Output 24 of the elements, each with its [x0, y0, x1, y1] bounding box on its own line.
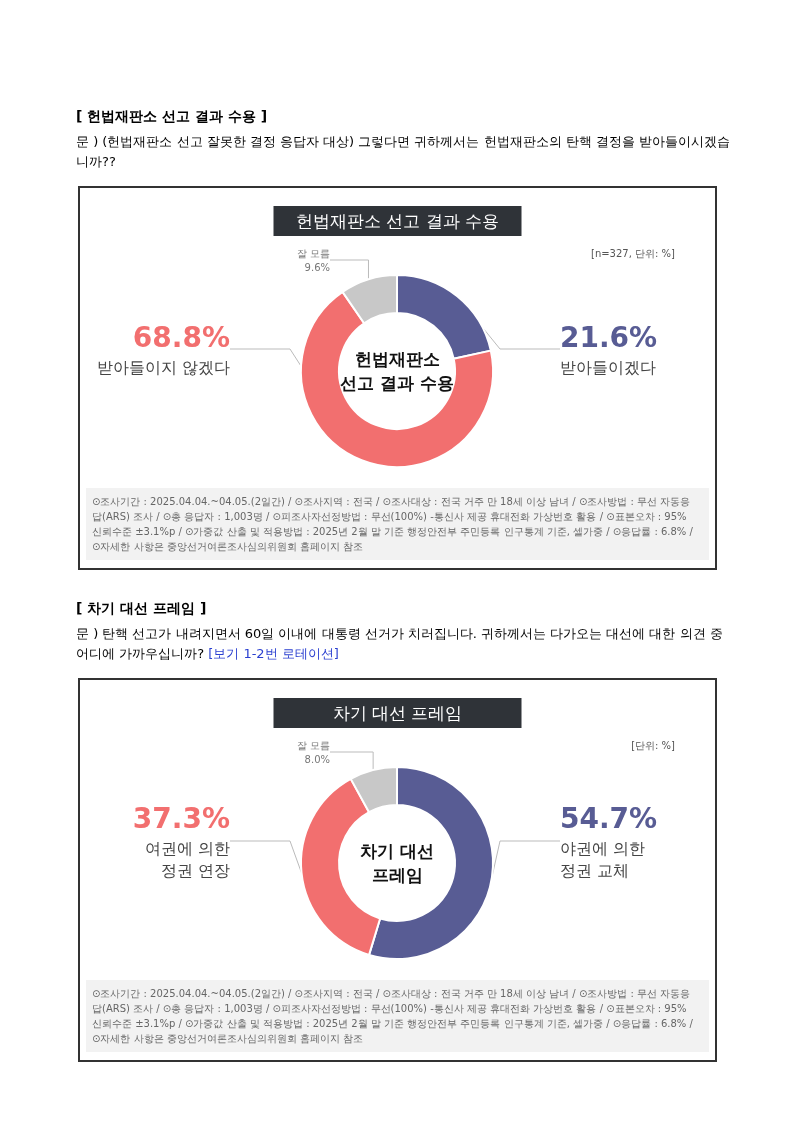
slice-label: 받아들이지 않겠다	[96, 357, 230, 377]
slice-label: 받아들이겠다	[560, 357, 656, 377]
text: [단위: %]	[631, 739, 676, 751]
text: 차기 대선 프레임	[332, 703, 463, 723]
chart-subtitle: 문 ) (헌법재판소 선고 잘못한 결정 응답자 대상) 그렇다면 귀하께서는 헌법재판소의 탄핵 결정을 받아들이시겠습니까??	[76, 133, 731, 171]
text: ⊙조사기간 : 2025.04.04.~04.05.(2일간) / ⊙조사지역 : 전국 / ⊙조사대상 : 전국 거주 만 18세 이상 남녀 / ⊙조사방법 : 무선 자동응답(ARS) 조사 / ⊙총 응답자 : 1,003명 / ⊙피조사자선정방법 : 무선(100%) -통신사 제공 휴대전화 가상번호 활용 / ⊙표본오차 : 95% 신뢰수준 ±3.1%p / ⊙가중값 산출 및 적용방법 : 2025년 2월 말 기준 행정안전부 주민등록 인구통계 기준, 셀가중 / ⊙응답률 : 6.8% / ⊙자세한 사항은 중앙선거여론조사심의위원회 홈페이지 참조	[92, 988, 697, 1044]
text: [n=327, 단위: %]	[590, 247, 676, 259]
slice-label: 여권에 의한 정권 연장	[144, 838, 230, 880]
chart-title: [ 차기 대선 프레임 ]	[76, 600, 208, 618]
data-label: 9.6%	[304, 261, 330, 273]
chart-title: [ 헌법재판소 선고 결과 수용 ]	[76, 108, 269, 126]
data-label: 8.0%	[304, 753, 330, 765]
slice-label: 잘 모름	[296, 247, 330, 259]
text: 헌법재판소 선고 결과 수용	[295, 211, 500, 231]
slice-label: 야권에 의한 정권 교체	[560, 838, 646, 880]
data-label: 37.3%	[132, 801, 230, 835]
data-label: 21.6%	[560, 320, 658, 354]
data-label: 54.7%	[560, 801, 658, 835]
text: ⊙조사기간 : 2025.04.04.~04.05.(2일간) / ⊙조사지역 : 전국 / ⊙조사대상 : 전국 거주 만 18세 이상 남녀 / ⊙조사방법 : 무선 자동응답(ARS) 조사 / ⊙총 응답자 : 1,003명 / ⊙피조사자선정방법 : 무선(100%) -통신사 제공 휴대전화 가상번호 활용 / ⊙표본오차 : 95% 신뢰수준 ±3.1%p / ⊙가중값 산출 및 적용방법 : 2025년 2월 말 기준 행정안전부 주민등록 인구통계 기준, 셀가중 / ⊙응답률 : 6.8% / ⊙자세한 사항은 중앙선거여론조사심의위원회 홈페이지 참조	[92, 496, 697, 552]
text: [보기 1-2번 로테이션]	[208, 646, 339, 661]
text: 헌법재판소 선고 결과 수용	[340, 349, 454, 393]
text: 차기 대선 프레임	[360, 841, 434, 885]
slice-label: 잘 모름	[296, 739, 330, 751]
data-label: 68.8%	[132, 320, 230, 354]
